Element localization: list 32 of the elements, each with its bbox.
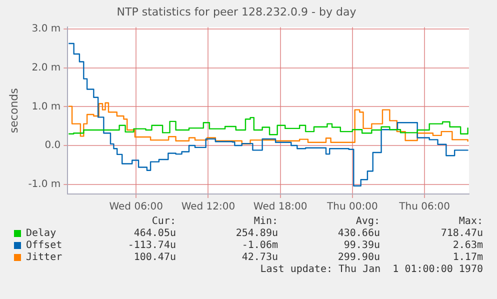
text: 299.90u xyxy=(336,252,380,263)
x-tick-label: Wed 06:00 xyxy=(109,202,164,213)
text: 42.73u xyxy=(240,252,278,263)
text: Min: xyxy=(252,216,278,227)
text: Avg: xyxy=(354,216,380,227)
text: 2.63m xyxy=(452,240,483,251)
text: Cur: xyxy=(150,216,176,227)
y-tick-label: 1.0 m xyxy=(32,101,61,112)
y-axis-title: seconds xyxy=(7,88,20,134)
legend-label: Delay xyxy=(26,228,56,239)
text: Last update: Thu Jan 1 01:00:00 1970 xyxy=(259,264,483,275)
y-tick-label: 2.0 m xyxy=(32,62,61,74)
x-tick-label: Thu 06:00 xyxy=(398,202,450,213)
text: 430.66u xyxy=(336,228,380,239)
text: 464.05u xyxy=(132,228,176,239)
text: 718.47u xyxy=(440,228,483,239)
text: 1.17m xyxy=(452,252,483,263)
text: -1.06m xyxy=(240,240,278,251)
text: 254.89u xyxy=(234,228,278,239)
chart-title: NTP statistics for peer 128.232.0.9 - by day xyxy=(116,5,357,18)
x-tick-label: Thu 00:00 xyxy=(326,202,378,213)
y-tick-label: 3.0 m xyxy=(32,24,61,35)
y-tick-label: 0.0 xyxy=(44,140,61,152)
text: Max: xyxy=(458,216,483,227)
x-tick-label: Wed 18:00 xyxy=(253,202,308,213)
legend-label: Offset xyxy=(26,240,62,251)
text: 100.47u xyxy=(132,252,176,263)
x-tick-label: Wed 12:00 xyxy=(181,202,236,213)
y-tick-label: -1.0 m xyxy=(28,178,61,190)
text: 99.39u xyxy=(342,240,380,251)
legend-label: Jitter xyxy=(26,252,62,263)
text: -113.74u xyxy=(126,240,176,251)
